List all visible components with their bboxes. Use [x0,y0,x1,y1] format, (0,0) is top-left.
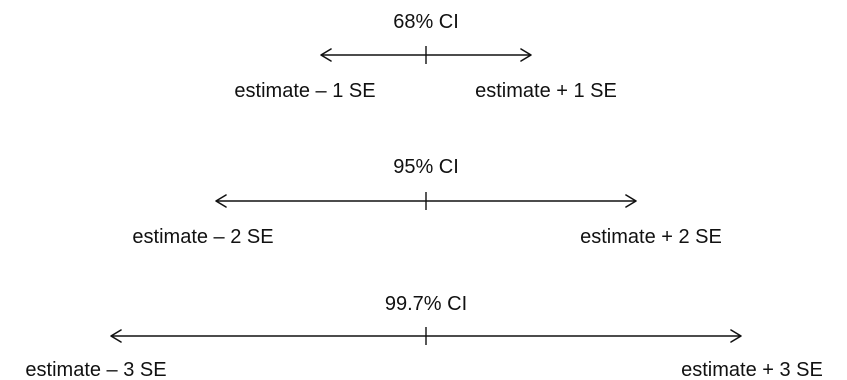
interval-title: 68% CI [393,11,459,33]
right-arrowhead-icon [625,194,637,208]
interval-title: 99.7% CI [385,293,467,315]
interval-99-7: 99.7% CI estimate – 3 SE estimate + 3 SE [25,293,822,380]
right-arrowhead-icon [730,329,742,343]
upper-bound-label: estimate + 1 SE [475,80,617,102]
right-arrowhead-icon [520,48,532,62]
lower-bound-label: estimate – 2 SE [132,226,273,248]
upper-bound-label: estimate + 2 SE [580,226,722,248]
lower-bound-label: estimate – 1 SE [234,80,375,102]
left-arrowhead-icon [110,329,122,343]
upper-bound-label: estimate + 3 SE [681,359,823,380]
interval-68: 68% CI estimate – 1 SE estimate + 1 SE [234,11,616,102]
interval-95: 95% CI estimate – 2 SE estimate + 2 SE [132,156,721,248]
left-arrowhead-icon [215,194,227,208]
interval-title: 95% CI [393,156,459,178]
lower-bound-label: estimate – 3 SE [25,359,166,380]
left-arrowhead-icon [320,48,332,62]
